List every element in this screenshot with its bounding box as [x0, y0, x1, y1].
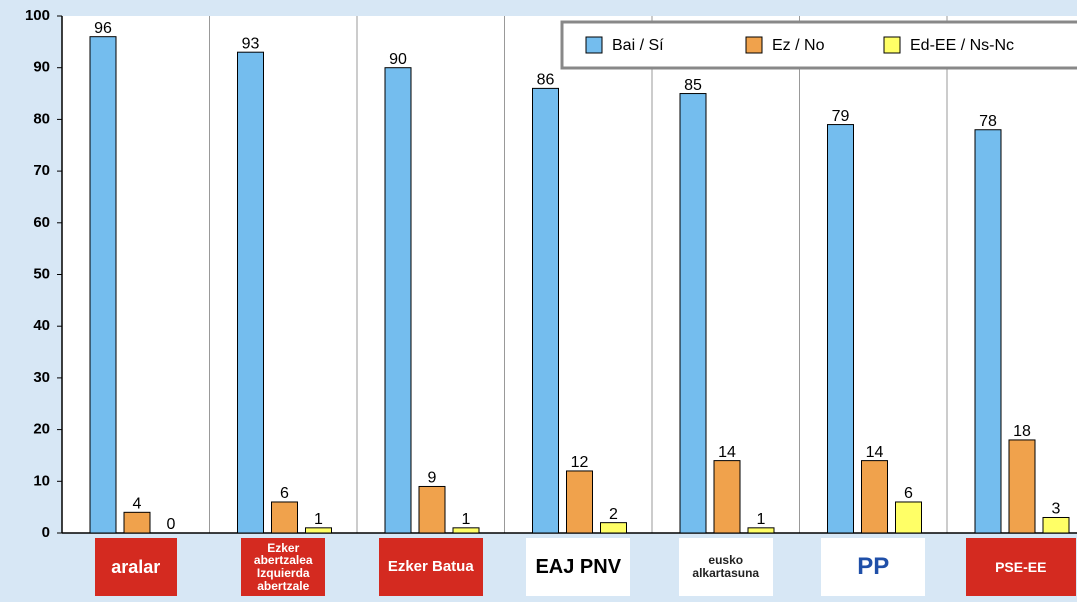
category-logo: eusko alkartasuna [678, 538, 773, 596]
value-label: 18 [1013, 423, 1031, 440]
legend-label: Ez / No [772, 37, 825, 54]
value-label: 6 [904, 485, 913, 502]
legend-swatch [745, 36, 763, 54]
bar [600, 522, 627, 534]
value-label: 3 [1052, 501, 1061, 518]
value-label: 78 [979, 113, 997, 130]
bar [305, 527, 332, 534]
value-label: 1 [757, 511, 766, 528]
value-label: 6 [280, 485, 289, 502]
value-label: 86 [537, 72, 555, 89]
y-tick-label: 20 [33, 421, 50, 438]
category-logo: aralar [94, 538, 177, 596]
bar [566, 470, 593, 534]
category-logo: Ezker Batua [378, 538, 483, 596]
y-tick-label: 10 [33, 472, 50, 489]
y-tick-label: 60 [33, 214, 50, 231]
bar [1008, 439, 1036, 534]
category-logo: PP [821, 538, 926, 596]
value-label: 1 [462, 511, 471, 528]
bar [1042, 516, 1070, 534]
bar [271, 501, 298, 534]
value-label: 0 [167, 516, 176, 533]
bar [418, 485, 446, 534]
value-label: 96 [94, 20, 112, 37]
bar [827, 124, 854, 534]
value-label: 12 [571, 454, 589, 471]
bar [237, 51, 264, 534]
y-tick-label: 50 [33, 265, 50, 282]
y-tick-label: 30 [33, 369, 50, 386]
value-label: 1 [314, 511, 323, 528]
plot-area [62, 16, 1077, 533]
bar [747, 527, 775, 534]
legend-swatch [585, 36, 603, 54]
bar [974, 129, 1002, 534]
bar [452, 527, 480, 534]
category-logo: Ezker abertzalea Izquierda abertzale [241, 538, 326, 596]
value-label: 93 [242, 35, 260, 52]
y-tick-label: 100 [25, 7, 50, 24]
y-tick-label: 0 [42, 524, 50, 541]
y-tick-label: 40 [33, 317, 50, 334]
legend: Bai / Sí Ez / No Ed-EE / Ns-Nc [560, 20, 1077, 70]
legend-label: Bai / Sí [612, 37, 664, 54]
value-label: 2 [609, 506, 618, 523]
bar [895, 501, 922, 534]
category-logo: PSE-EE [965, 538, 1076, 596]
value-label: 85 [684, 77, 702, 94]
y-tick-label: 90 [33, 59, 50, 76]
bar [861, 460, 888, 534]
category-logo: EAJ PNV [526, 538, 631, 596]
legend-swatch [883, 36, 901, 54]
value-label: 4 [133, 496, 142, 513]
value-label: 14 [718, 444, 736, 461]
bar [89, 36, 117, 534]
bar [679, 93, 707, 534]
value-label: 9 [428, 470, 437, 487]
bar [713, 460, 741, 534]
bar [123, 511, 151, 534]
value-label: 90 [389, 51, 407, 68]
y-tick-label: 80 [33, 110, 50, 127]
legend-box [560, 20, 1077, 70]
y-tick-label: 70 [33, 162, 50, 179]
bar [384, 67, 412, 534]
value-label: 14 [866, 444, 884, 461]
value-label: 79 [832, 108, 850, 125]
bar [532, 87, 559, 534]
legend-label: Ed-EE / Ns-Nc [910, 37, 1014, 54]
